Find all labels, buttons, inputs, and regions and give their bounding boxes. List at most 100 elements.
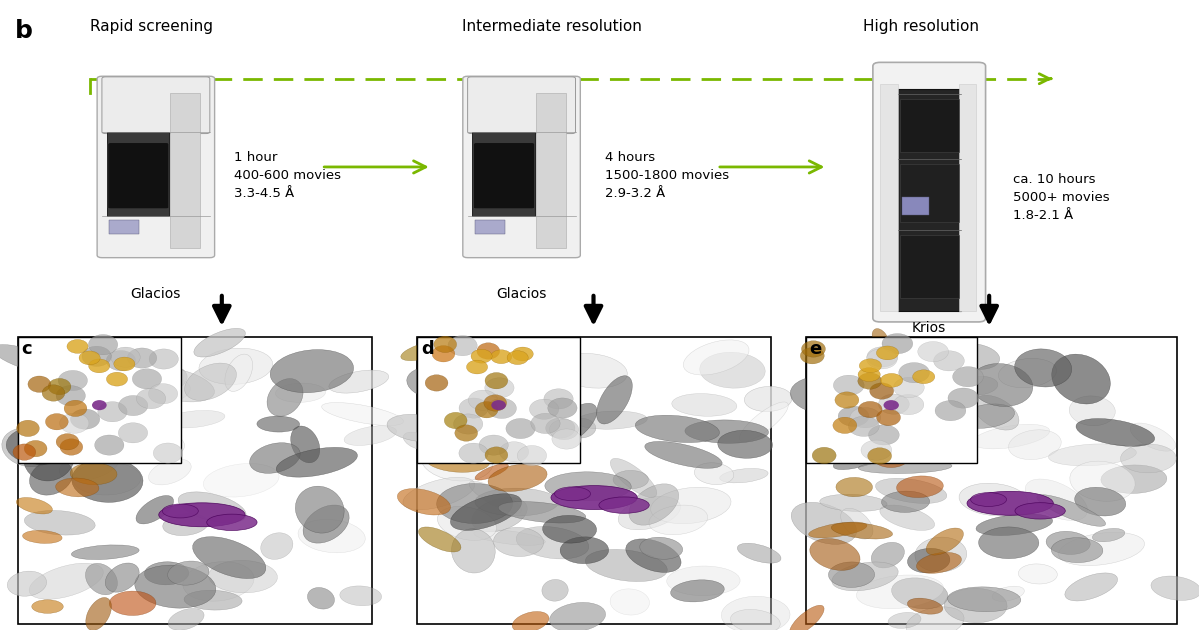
Ellipse shape (1048, 444, 1137, 466)
Bar (898, 89, 960, 311)
Ellipse shape (554, 427, 579, 454)
FancyBboxPatch shape (97, 76, 215, 258)
Ellipse shape (857, 373, 881, 389)
FancyBboxPatch shape (463, 76, 580, 258)
Ellipse shape (1016, 503, 1066, 519)
Ellipse shape (439, 356, 472, 369)
Ellipse shape (814, 391, 874, 429)
Ellipse shape (812, 447, 836, 464)
Ellipse shape (158, 503, 245, 527)
Ellipse shape (789, 605, 824, 630)
Ellipse shape (299, 519, 366, 553)
Ellipse shape (209, 561, 277, 593)
Ellipse shape (1052, 354, 1110, 404)
Ellipse shape (1059, 532, 1145, 566)
Ellipse shape (89, 359, 110, 373)
Bar (417, 337, 771, 624)
Ellipse shape (926, 528, 964, 555)
Ellipse shape (403, 432, 433, 450)
Ellipse shape (257, 416, 300, 432)
Ellipse shape (585, 549, 668, 581)
Ellipse shape (683, 340, 749, 375)
Ellipse shape (850, 408, 881, 428)
Ellipse shape (546, 418, 576, 438)
Ellipse shape (72, 545, 139, 559)
Ellipse shape (836, 478, 873, 496)
Ellipse shape (544, 389, 573, 409)
Ellipse shape (872, 542, 904, 568)
Bar (899, 235, 959, 298)
Ellipse shape (867, 346, 898, 367)
Ellipse shape (626, 539, 681, 573)
Ellipse shape (959, 483, 1028, 516)
Ellipse shape (163, 513, 209, 536)
Text: 4 hours
1500-1800 movies
2.9-3.2 Å: 4 hours 1500-1800 movies 2.9-3.2 Å (605, 151, 730, 200)
Bar (475, 220, 505, 234)
Ellipse shape (978, 527, 1038, 559)
Ellipse shape (329, 370, 388, 393)
Ellipse shape (486, 447, 508, 463)
Ellipse shape (406, 367, 466, 400)
Ellipse shape (685, 420, 769, 444)
FancyBboxPatch shape (468, 77, 576, 134)
Ellipse shape (1047, 531, 1090, 554)
Text: ca. 10 hours
5000+ movies
1.8-2.1 Å: ca. 10 hours 5000+ movies 1.8-2.1 Å (1013, 173, 1110, 222)
Ellipse shape (260, 533, 293, 559)
Ellipse shape (861, 440, 892, 461)
Ellipse shape (868, 448, 892, 464)
Ellipse shape (98, 402, 127, 422)
Ellipse shape (917, 341, 948, 362)
Ellipse shape (22, 423, 95, 464)
Ellipse shape (2, 428, 56, 467)
Ellipse shape (517, 445, 547, 466)
Ellipse shape (670, 580, 724, 602)
Ellipse shape (508, 369, 560, 387)
Ellipse shape (442, 347, 486, 375)
Ellipse shape (55, 478, 100, 497)
Ellipse shape (858, 401, 882, 418)
FancyBboxPatch shape (108, 143, 169, 209)
Ellipse shape (838, 406, 869, 427)
Ellipse shape (421, 440, 493, 481)
Ellipse shape (344, 426, 397, 445)
Ellipse shape (85, 563, 118, 595)
Ellipse shape (833, 437, 910, 469)
Ellipse shape (276, 383, 325, 403)
Ellipse shape (873, 447, 909, 467)
Text: d: d (421, 340, 434, 358)
Ellipse shape (179, 492, 246, 523)
Ellipse shape (24, 341, 66, 355)
Ellipse shape (206, 514, 257, 530)
Ellipse shape (403, 478, 475, 510)
Ellipse shape (1101, 465, 1167, 493)
Ellipse shape (516, 527, 589, 559)
Ellipse shape (48, 379, 71, 395)
Ellipse shape (71, 409, 100, 429)
Ellipse shape (91, 403, 143, 428)
Ellipse shape (915, 537, 966, 572)
Ellipse shape (138, 367, 215, 402)
Ellipse shape (13, 444, 36, 461)
Ellipse shape (992, 586, 1024, 601)
Ellipse shape (494, 527, 543, 556)
Ellipse shape (635, 415, 719, 442)
Ellipse shape (966, 491, 1053, 515)
Ellipse shape (459, 443, 488, 463)
Ellipse shape (555, 353, 627, 388)
Ellipse shape (451, 494, 522, 530)
Ellipse shape (0, 345, 61, 374)
Ellipse shape (858, 368, 880, 382)
Ellipse shape (880, 374, 903, 387)
Ellipse shape (722, 597, 790, 630)
Ellipse shape (960, 376, 998, 395)
Ellipse shape (119, 423, 147, 443)
Ellipse shape (137, 389, 165, 409)
Text: e: e (809, 340, 821, 358)
Bar (959, 84, 976, 311)
Ellipse shape (438, 507, 496, 541)
Ellipse shape (740, 402, 788, 442)
Bar (806, 337, 1177, 624)
Ellipse shape (465, 384, 531, 419)
Ellipse shape (30, 460, 73, 495)
Ellipse shape (667, 566, 740, 595)
